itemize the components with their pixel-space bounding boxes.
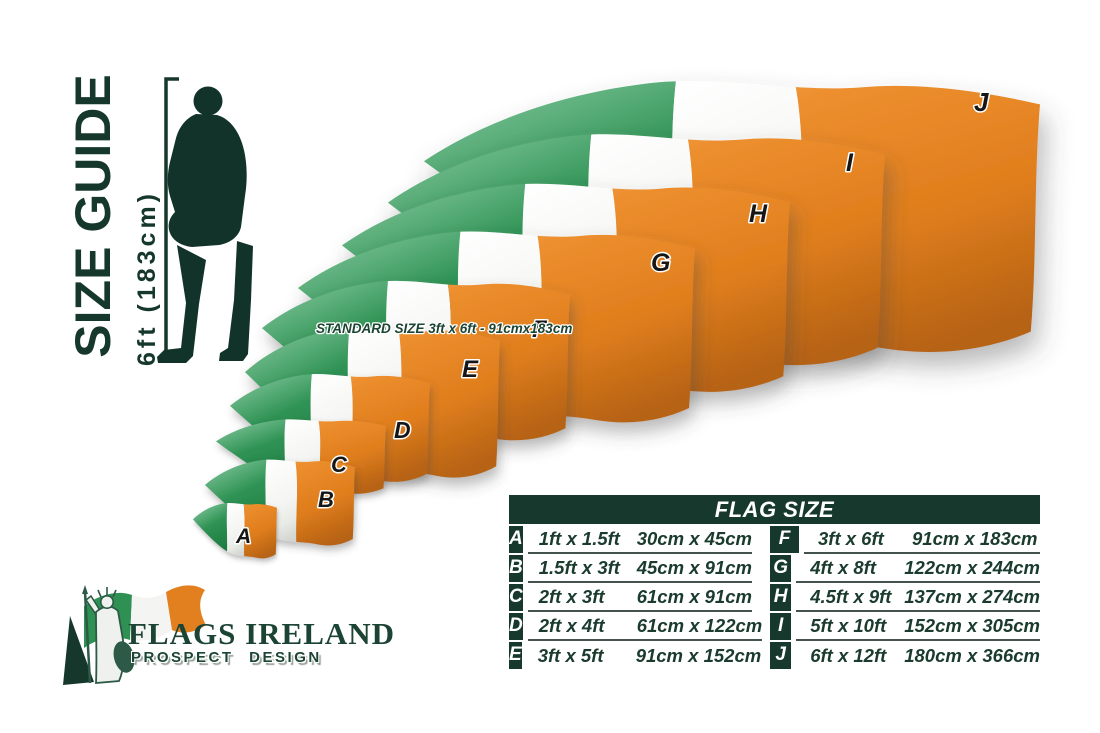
size-cm: 61cm x 91cm	[636, 585, 752, 607]
size-letter-badge: E	[509, 642, 522, 669]
size-cm: 30cm x 45cm	[636, 527, 752, 549]
table-row: F 3ft x 6ft 91cm x 183cm	[770, 525, 1040, 554]
size-letter-badge: I	[770, 613, 792, 640]
table-row: I 5ft x 10ft 152cm x 305cm	[770, 612, 1040, 641]
size-ft: 3ft x 5ft	[537, 644, 604, 666]
size-ft: 4ft x 8ft	[810, 556, 877, 578]
size-cm: 152cm x 305cm	[904, 614, 1040, 636]
flag-label-e: E	[462, 356, 479, 383]
table-row: J 6ft x 12ft 180cm x 366cm	[770, 641, 1040, 670]
table-row: A 1ft x 1.5ft 30cm x 45cm	[509, 525, 752, 554]
table-row: C 2ft x 3ft 61cm x 91cm	[509, 583, 752, 612]
flag-label-h: H	[749, 200, 768, 228]
flag-label-b: B	[318, 487, 334, 512]
table-title: FLAG SIZE	[509, 495, 1040, 524]
size-guide-title: SIZE GUIDE	[65, 74, 121, 358]
logo-statue-head	[100, 594, 115, 609]
size-ft: 3ft x 6ft	[818, 527, 884, 549]
size-cm: 61cm x 122cm	[636, 614, 763, 636]
standard-size-note: STANDARD SIZE 3ft x 6ft - 91cmx183cm	[316, 321, 572, 336]
logo-spearhead	[82, 585, 88, 594]
size-cm: 180cm x 366cm	[904, 644, 1040, 666]
table-right-column: F 3ft x 6ft 91cm x 183cm G 4ft x 8ft 122cm…	[770, 525, 1040, 670]
logo-statue-crown	[97, 587, 117, 598]
size-letter-badge: H	[770, 584, 792, 611]
size-cm: 122cm x 244cm	[904, 556, 1040, 578]
logo-drape	[63, 616, 94, 685]
size-letter-badge: B	[509, 555, 523, 582]
size-letter-badge: J	[770, 642, 792, 669]
table-row: H 4.5ft x 9ft 137cm x 274cm	[770, 583, 1040, 612]
size-letter-badge: G	[770, 555, 792, 582]
logo-flag-white-band	[130, 592, 172, 641]
table-row: D 2ft x 4ft 61cm x 122cm	[509, 612, 763, 641]
size-cm: 91cm x 152cm	[635, 644, 762, 666]
size-cm: 45cm x 91cm	[636, 556, 752, 578]
flag-label-a: A	[235, 525, 251, 548]
table-row: E 3ft x 5ft 91cm x 152cm	[509, 641, 762, 670]
logo-pole	[83, 591, 92, 684]
flag-label-g: G	[651, 249, 670, 277]
size-ft: 6ft x 12ft	[810, 644, 887, 666]
flag-label-f: F	[532, 316, 548, 343]
size-ft: 4.5ft x 9ft	[810, 585, 892, 607]
size-ft: 1.5ft x 3ft	[538, 556, 620, 578]
size-letter-badge: A	[509, 526, 523, 553]
size-cm: 91cm x 183cm	[912, 527, 1038, 549]
logo-shield	[113, 641, 135, 673]
flag-label-d: D	[394, 417, 411, 443]
flag-A	[193, 503, 277, 559]
size-ft: 2ft x 3ft	[538, 585, 605, 607]
flag-size-table: FLAG SIZE A 1ft x 1.5ft 30cm x 45cm B 1.5…	[509, 495, 1040, 670]
man-silhouette	[157, 86, 253, 363]
size-ft: 2ft x 4ft	[538, 614, 605, 636]
size-letter-badge: C	[509, 584, 523, 611]
size-letter-badge: F	[770, 526, 799, 553]
logo-flag-orange-band	[166, 585, 206, 633]
size-cm: 137cm x 274cm	[904, 585, 1040, 607]
table-row: G 4ft x 8ft 122cm x 244cm	[770, 554, 1040, 583]
size-letter-badge: D	[509, 613, 523, 640]
flag-letter-labels: A B C D E F G H I J	[234, 86, 991, 550]
size-ft: 1ft x 1.5ft	[538, 527, 620, 549]
brand-tagline: PROSPECT DESIGN	[131, 649, 322, 666]
flag-label-i: I	[846, 149, 854, 177]
flag-label-c: C	[331, 452, 348, 477]
flag-label-j: J	[974, 87, 989, 117]
flags-ireland-logo-icon	[63, 585, 206, 685]
table-row: B 1.5ft x 3ft 45cm x 91cm	[509, 554, 752, 583]
size-ft: 5ft x 10ft	[810, 614, 887, 636]
table-left-column: A 1ft x 1.5ft 30cm x 45cm B 1.5ft x 3ft 45…	[509, 525, 763, 670]
brand-name: FLAGS IRELAND	[128, 616, 396, 651]
height-reference-label: 6ft (183cm)	[133, 190, 161, 366]
